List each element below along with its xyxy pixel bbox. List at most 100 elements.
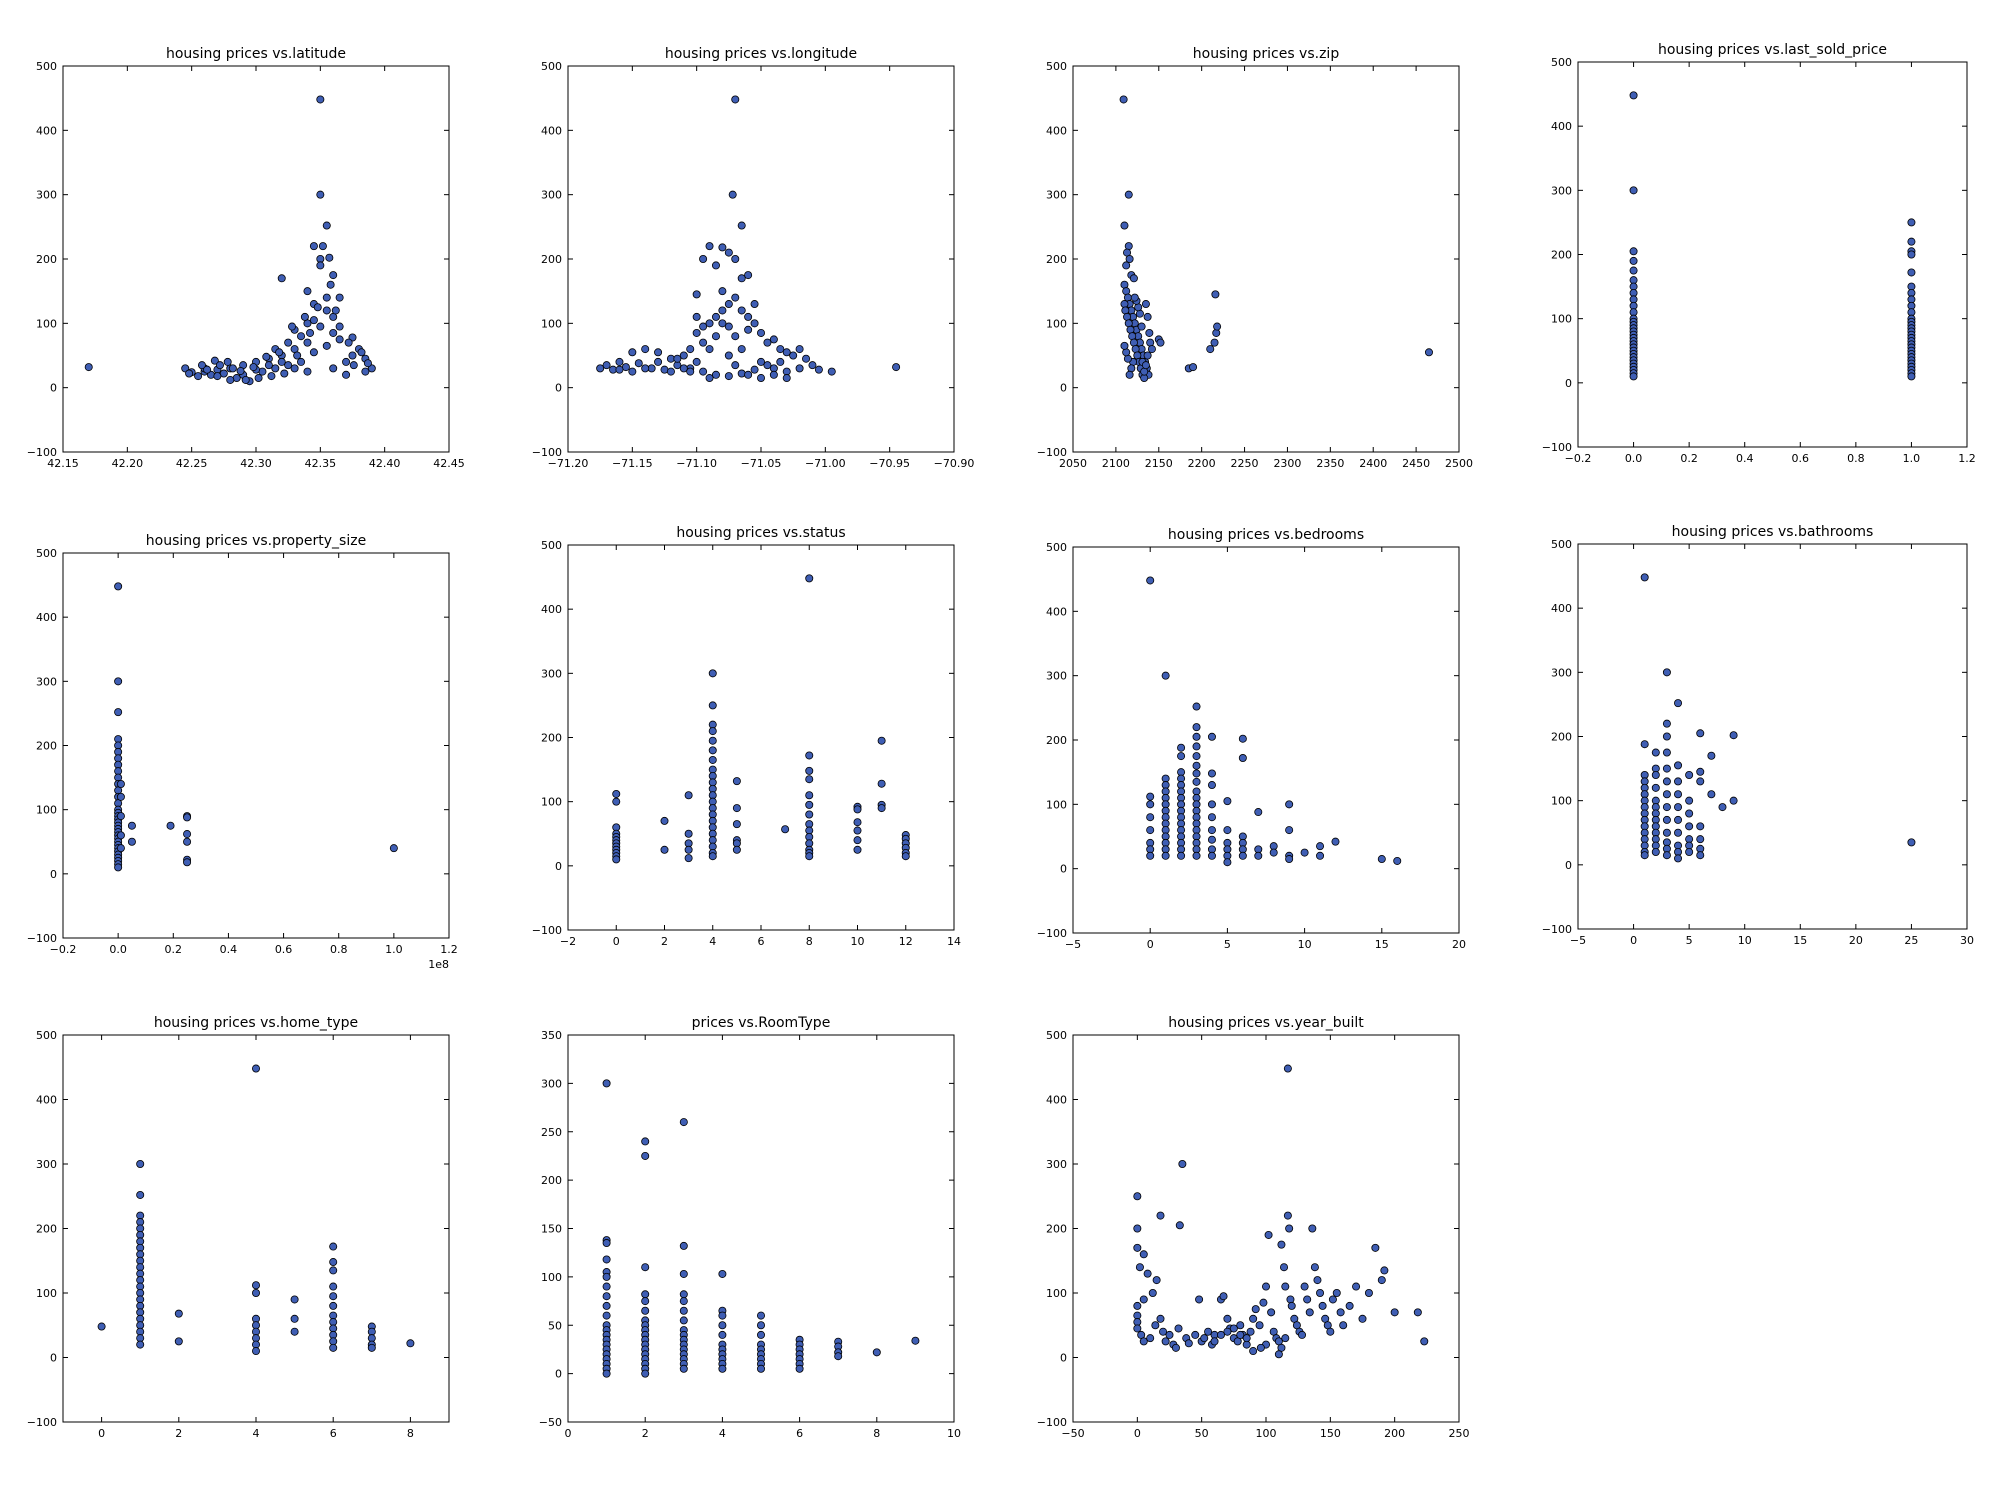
scatter-point — [197, 361, 206, 370]
scatter-point — [1380, 1266, 1389, 1275]
y-tick-label: 300 — [1551, 666, 1572, 679]
y-tick-label: −100 — [1542, 441, 1572, 454]
scatter-point — [309, 348, 318, 357]
scatter-point — [708, 755, 717, 764]
y-tick-label: 200 — [36, 740, 57, 753]
scatter-point — [684, 854, 693, 863]
scatter-point — [290, 1327, 299, 1336]
y-tick-label: 400 — [541, 124, 562, 137]
scatter-point — [1143, 351, 1152, 360]
scatter-point — [1139, 1295, 1148, 1304]
scatter-point — [1674, 815, 1683, 824]
x-tick-label: 0.6 — [1792, 452, 1810, 465]
scatter-point — [271, 364, 280, 373]
scatter-point — [1352, 1282, 1361, 1291]
y-tick-label: −100 — [27, 1416, 57, 1429]
scatter-point — [1223, 858, 1232, 867]
x-tick-label: 1.2 — [440, 943, 458, 956]
scatter-point — [1223, 797, 1232, 806]
scatter-point — [116, 831, 125, 840]
scatter-point — [1122, 261, 1131, 270]
scatter-point — [1120, 221, 1129, 230]
scatter-point — [641, 345, 650, 354]
scatter-point — [1285, 826, 1294, 835]
y-tick-label: 400 — [36, 611, 57, 624]
scatter-point — [1629, 91, 1638, 100]
scatter-point — [1146, 851, 1155, 860]
scatter-point — [329, 1292, 338, 1301]
scatter-point — [757, 1364, 766, 1373]
scatter-point — [329, 1242, 338, 1251]
scatter-point — [679, 1118, 688, 1127]
scatter-point — [174, 1309, 183, 1318]
scatter-point — [1159, 1327, 1168, 1336]
scatter-point — [750, 365, 759, 374]
scatter-point — [732, 845, 741, 854]
scatter-point — [732, 777, 741, 786]
y-tick-label: 300 — [541, 189, 562, 202]
scatter-point — [711, 370, 720, 379]
y-tick-label: 0 — [555, 382, 562, 395]
y-tick-label: 300 — [36, 1158, 57, 1171]
scatter-point — [699, 322, 708, 331]
scatter-point — [1696, 822, 1705, 831]
scatter-point — [174, 1337, 183, 1346]
scatter-point — [1685, 809, 1694, 818]
scatter-point — [769, 370, 778, 379]
x-tick-label: −71.00 — [805, 457, 846, 470]
scatter-point — [1133, 1301, 1142, 1310]
scatter-point — [805, 766, 814, 775]
scatter-point — [615, 365, 624, 374]
scatter-point — [1192, 702, 1201, 711]
scatter-point — [641, 1306, 650, 1315]
scatter-point — [877, 736, 886, 745]
scatter-point — [705, 374, 714, 383]
scatter-point — [228, 364, 237, 373]
y-tick-label: 200 — [36, 1223, 57, 1236]
scatter-point — [318, 242, 327, 251]
scatter-point — [210, 356, 219, 365]
scatter-point — [1629, 247, 1638, 256]
scatter-point — [1262, 1282, 1271, 1291]
scatter-point — [1171, 1343, 1180, 1352]
scatter-point — [1326, 1327, 1335, 1336]
scatter-point — [316, 95, 325, 104]
scatter-point — [1281, 1334, 1290, 1343]
scatter-point — [329, 1343, 338, 1352]
scatter-point — [1285, 800, 1294, 809]
scatter-point — [1207, 835, 1216, 844]
x-tick-label: 0.2 — [1680, 452, 1698, 465]
scatter-point — [406, 1339, 415, 1348]
scatter-point — [679, 1297, 688, 1306]
scatter-point — [654, 357, 663, 366]
y-tick-label: 0 — [50, 382, 57, 395]
scatter-point — [1238, 734, 1247, 743]
scatter-point — [1316, 851, 1325, 860]
scatter-point — [1662, 764, 1671, 773]
scatter-point — [309, 316, 318, 325]
scatter-point — [1662, 790, 1671, 799]
chart-title: prices vs.RoomType — [692, 1015, 831, 1031]
plot-frame — [1072, 1034, 1460, 1423]
scatter-point — [1192, 769, 1201, 778]
scatter-point — [185, 369, 194, 378]
y-tick-label: 200 — [1046, 734, 1067, 747]
y-tick-label: −100 — [1037, 927, 1067, 940]
y-tick-label: 400 — [1046, 124, 1067, 137]
scatter-point — [166, 821, 175, 830]
scatter-point — [711, 261, 720, 270]
scatter-point — [728, 190, 737, 199]
y-tick-label: 100 — [541, 1271, 562, 1284]
scatter-point — [1377, 855, 1386, 864]
scatter-point — [1729, 731, 1738, 740]
scatter-point — [1195, 1295, 1204, 1304]
x-tick-label: −70.90 — [934, 457, 975, 470]
scatter-point — [1662, 815, 1671, 824]
x-tick-label: −0.2 — [50, 943, 77, 956]
scatter-point — [853, 845, 862, 854]
scatter-point — [1146, 813, 1155, 822]
scatter-point — [679, 1364, 688, 1373]
scatter-point — [1137, 322, 1146, 331]
scatter-point — [872, 1348, 881, 1357]
scatter-point — [84, 363, 93, 372]
